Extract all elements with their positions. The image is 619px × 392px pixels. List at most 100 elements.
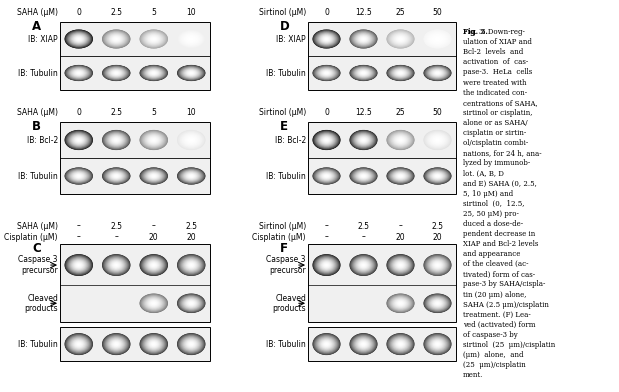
Ellipse shape (431, 34, 444, 44)
Ellipse shape (427, 132, 448, 148)
Ellipse shape (350, 65, 377, 81)
Ellipse shape (150, 36, 157, 42)
Ellipse shape (425, 31, 449, 47)
Ellipse shape (424, 168, 451, 184)
Ellipse shape (313, 254, 340, 276)
Ellipse shape (110, 69, 123, 77)
Ellipse shape (178, 30, 204, 48)
Ellipse shape (314, 255, 339, 275)
Ellipse shape (188, 341, 194, 347)
Ellipse shape (72, 172, 85, 180)
Ellipse shape (72, 35, 85, 43)
Ellipse shape (180, 169, 202, 183)
Ellipse shape (186, 136, 196, 143)
Ellipse shape (183, 68, 200, 78)
Ellipse shape (321, 70, 332, 76)
Ellipse shape (355, 68, 371, 78)
Ellipse shape (390, 296, 411, 311)
Ellipse shape (320, 172, 333, 180)
Ellipse shape (72, 172, 86, 180)
Ellipse shape (392, 34, 409, 44)
Ellipse shape (387, 65, 413, 80)
Ellipse shape (65, 30, 93, 48)
Ellipse shape (425, 30, 451, 48)
Ellipse shape (115, 139, 118, 142)
Ellipse shape (394, 135, 407, 145)
Ellipse shape (425, 131, 451, 149)
Ellipse shape (180, 132, 202, 148)
Ellipse shape (432, 340, 443, 348)
Ellipse shape (425, 168, 451, 184)
Ellipse shape (141, 295, 167, 312)
Ellipse shape (391, 67, 410, 79)
Ellipse shape (110, 339, 123, 349)
Ellipse shape (356, 69, 371, 77)
Ellipse shape (322, 136, 331, 143)
Ellipse shape (77, 139, 80, 141)
Ellipse shape (183, 338, 199, 350)
Ellipse shape (69, 67, 89, 79)
Ellipse shape (394, 34, 407, 44)
Ellipse shape (324, 138, 329, 142)
Ellipse shape (350, 29, 378, 49)
Ellipse shape (106, 67, 126, 79)
Ellipse shape (428, 337, 447, 351)
Ellipse shape (314, 256, 339, 274)
Ellipse shape (184, 259, 199, 271)
Ellipse shape (428, 67, 447, 78)
Ellipse shape (141, 294, 167, 312)
Ellipse shape (323, 138, 330, 142)
Ellipse shape (147, 172, 160, 180)
Ellipse shape (388, 31, 413, 47)
Ellipse shape (178, 294, 204, 312)
Ellipse shape (434, 174, 441, 178)
Ellipse shape (430, 171, 446, 181)
Ellipse shape (319, 172, 334, 180)
Ellipse shape (324, 263, 329, 267)
Ellipse shape (148, 339, 160, 349)
Ellipse shape (140, 254, 167, 276)
Ellipse shape (145, 33, 163, 45)
Ellipse shape (392, 171, 409, 181)
Ellipse shape (434, 174, 441, 178)
Ellipse shape (183, 68, 199, 78)
Ellipse shape (146, 338, 162, 350)
Ellipse shape (68, 32, 89, 46)
Ellipse shape (149, 261, 159, 269)
Ellipse shape (181, 258, 201, 273)
Ellipse shape (152, 302, 155, 305)
Ellipse shape (397, 37, 404, 41)
Ellipse shape (71, 135, 86, 145)
Ellipse shape (361, 138, 366, 142)
Ellipse shape (359, 36, 368, 42)
Ellipse shape (181, 133, 201, 147)
Ellipse shape (145, 134, 163, 146)
Ellipse shape (73, 339, 85, 349)
Ellipse shape (76, 138, 81, 142)
Ellipse shape (184, 172, 198, 180)
Ellipse shape (185, 260, 197, 270)
Ellipse shape (388, 131, 413, 149)
Ellipse shape (428, 170, 448, 182)
Ellipse shape (142, 295, 166, 312)
Ellipse shape (433, 261, 442, 269)
Ellipse shape (189, 139, 193, 142)
Ellipse shape (142, 335, 165, 353)
Ellipse shape (394, 69, 407, 77)
Ellipse shape (77, 175, 80, 177)
Ellipse shape (149, 173, 159, 179)
Ellipse shape (104, 335, 128, 353)
Ellipse shape (435, 71, 440, 74)
Ellipse shape (360, 71, 367, 75)
Ellipse shape (392, 298, 409, 309)
Ellipse shape (111, 35, 122, 43)
Ellipse shape (355, 258, 373, 272)
Ellipse shape (115, 343, 118, 345)
Text: IB: XIAP: IB: XIAP (28, 34, 58, 44)
Ellipse shape (319, 69, 334, 77)
Ellipse shape (318, 337, 335, 351)
Ellipse shape (360, 341, 368, 347)
Ellipse shape (394, 260, 407, 270)
Ellipse shape (106, 67, 126, 79)
Ellipse shape (436, 302, 439, 304)
